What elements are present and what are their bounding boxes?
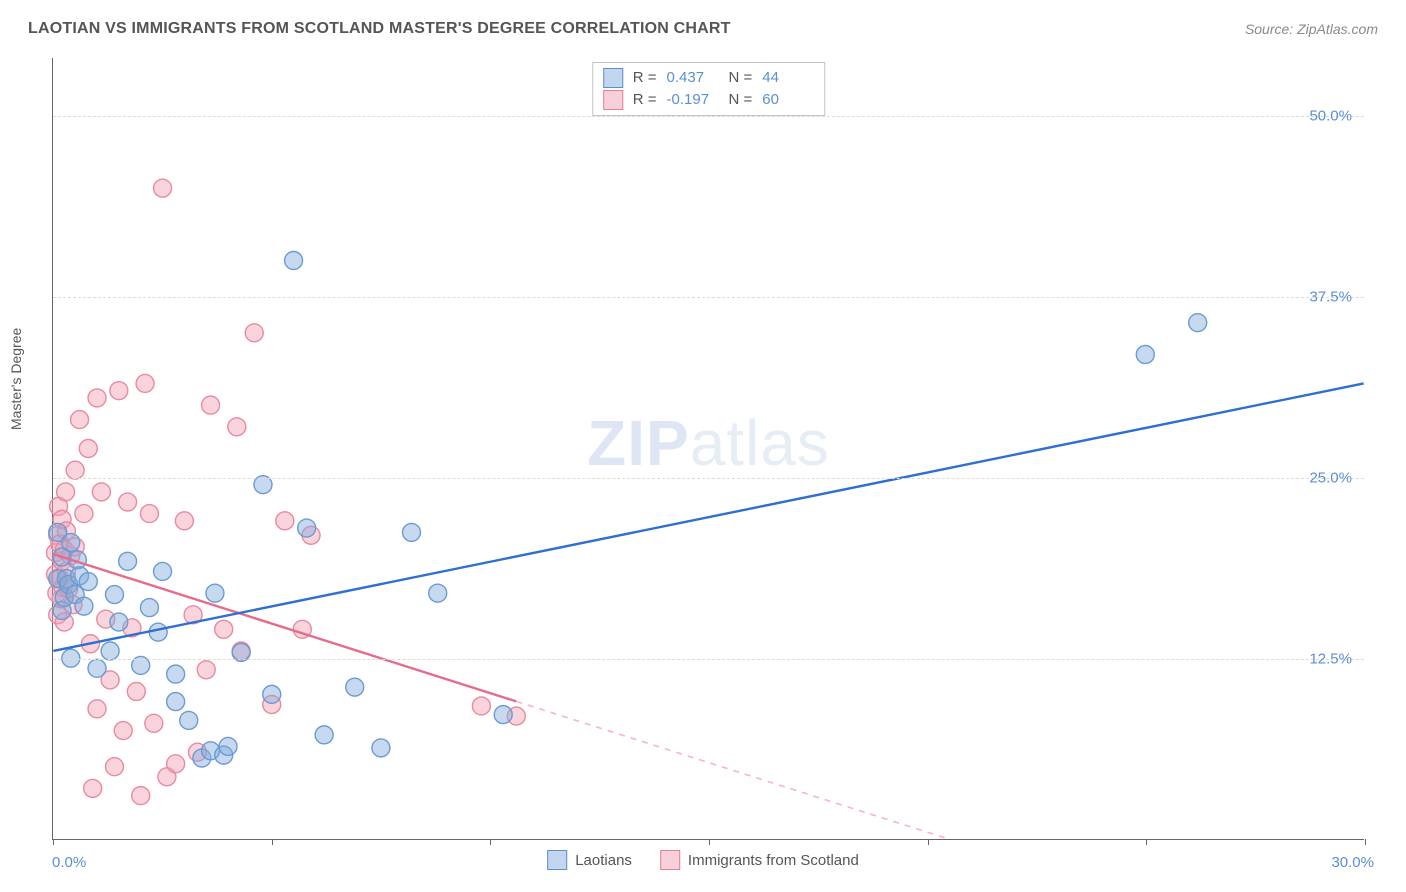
x-tick [1146,839,1147,845]
point-blue [119,552,137,570]
point-blue [79,573,97,591]
point-blue [285,251,303,269]
point-pink [127,682,145,700]
point-blue [167,693,185,711]
point-blue [110,613,128,631]
point-blue [494,706,512,724]
point-blue [403,523,421,541]
legend-item-laotians: Laotians [547,850,632,870]
point-pink [84,779,102,797]
point-pink [175,512,193,530]
point-blue [315,726,333,744]
x-tick-label-min: 0.0% [52,854,86,871]
x-tick [928,839,929,845]
gridline [53,297,1364,298]
point-pink [88,389,106,407]
point-blue [219,737,237,755]
swatch-blue-icon [603,68,623,88]
point-blue [298,519,316,537]
point-blue [1136,346,1154,364]
point-pink [75,505,93,523]
point-blue [149,623,167,641]
point-pink [79,440,97,458]
plot-svg [53,58,1364,839]
stats-row-pink: R = -0.197 N = 60 [603,89,815,111]
point-blue [88,659,106,677]
point-pink [88,700,106,718]
y-axis-title: Master's Degree [8,328,24,430]
point-pink [110,382,128,400]
stat-label: N = [729,89,753,111]
point-blue [180,711,198,729]
stat-label: R = [633,67,657,89]
point-pink [472,697,490,715]
x-tick [1365,839,1366,845]
bottom-legend: Laotians Immigrants from Scotland [547,850,859,870]
point-pink [71,411,89,429]
point-blue [105,586,123,604]
point-pink [215,620,233,638]
point-pink [276,512,294,530]
point-blue [101,642,119,660]
stat-label: N = [729,67,753,89]
point-pink [202,396,220,414]
gridline [53,478,1364,479]
gridline [53,659,1364,660]
swatch-blue-icon [547,850,567,870]
point-pink [228,418,246,436]
point-pink [119,493,137,511]
chart-plot-area: ZIPatlas R = 0.437 N = 44 R = -0.197 N =… [52,58,1364,840]
x-tick [709,839,710,845]
point-blue [1189,314,1207,332]
point-pink [197,661,215,679]
point-blue [167,665,185,683]
point-blue [372,739,390,757]
regression-pink-dash [516,701,948,839]
point-pink [105,758,123,776]
legend-label: Laotians [575,852,632,869]
point-pink [167,755,185,773]
stats-legend: R = 0.437 N = 44 R = -0.197 N = 60 [592,62,826,116]
y-tick-label: 12.5% [1309,650,1352,667]
legend-label: Immigrants from Scotland [688,852,859,869]
point-pink [154,179,172,197]
point-pink [66,461,84,479]
point-pink [132,787,150,805]
point-blue [263,685,281,703]
legend-item-scotland: Immigrants from Scotland [660,850,859,870]
chart-title: LAOTIAN VS IMMIGRANTS FROM SCOTLAND MAST… [28,20,731,38]
swatch-pink-icon [603,90,623,110]
point-pink [92,483,110,501]
swatch-pink-icon [660,850,680,870]
y-tick-label: 50.0% [1309,107,1352,124]
stat-label: R = [633,89,657,111]
x-tick [272,839,273,845]
stat-n-pink: 60 [762,89,814,111]
point-pink [145,714,163,732]
point-pink [245,324,263,342]
stat-n-blue: 44 [762,67,814,89]
y-tick-label: 37.5% [1309,288,1352,305]
gridline [53,116,1364,117]
regression-blue-solid [53,383,1363,651]
point-blue [154,562,172,580]
y-tick-label: 25.0% [1309,469,1352,486]
point-pink [114,722,132,740]
point-pink [140,505,158,523]
stat-r-blue: 0.437 [667,67,719,89]
source-attribution: Source: ZipAtlas.com [1245,21,1378,37]
stats-row-blue: R = 0.437 N = 44 [603,67,815,89]
point-blue [429,584,447,602]
x-tick [53,839,54,845]
point-blue [75,597,93,615]
stat-r-pink: -0.197 [667,89,719,111]
point-blue [206,584,224,602]
x-tick [490,839,491,845]
point-blue [62,534,80,552]
point-pink [136,374,154,392]
point-blue [346,678,364,696]
point-pink [57,483,75,501]
point-blue [140,599,158,617]
x-tick-label-max: 30.0% [1331,854,1374,871]
